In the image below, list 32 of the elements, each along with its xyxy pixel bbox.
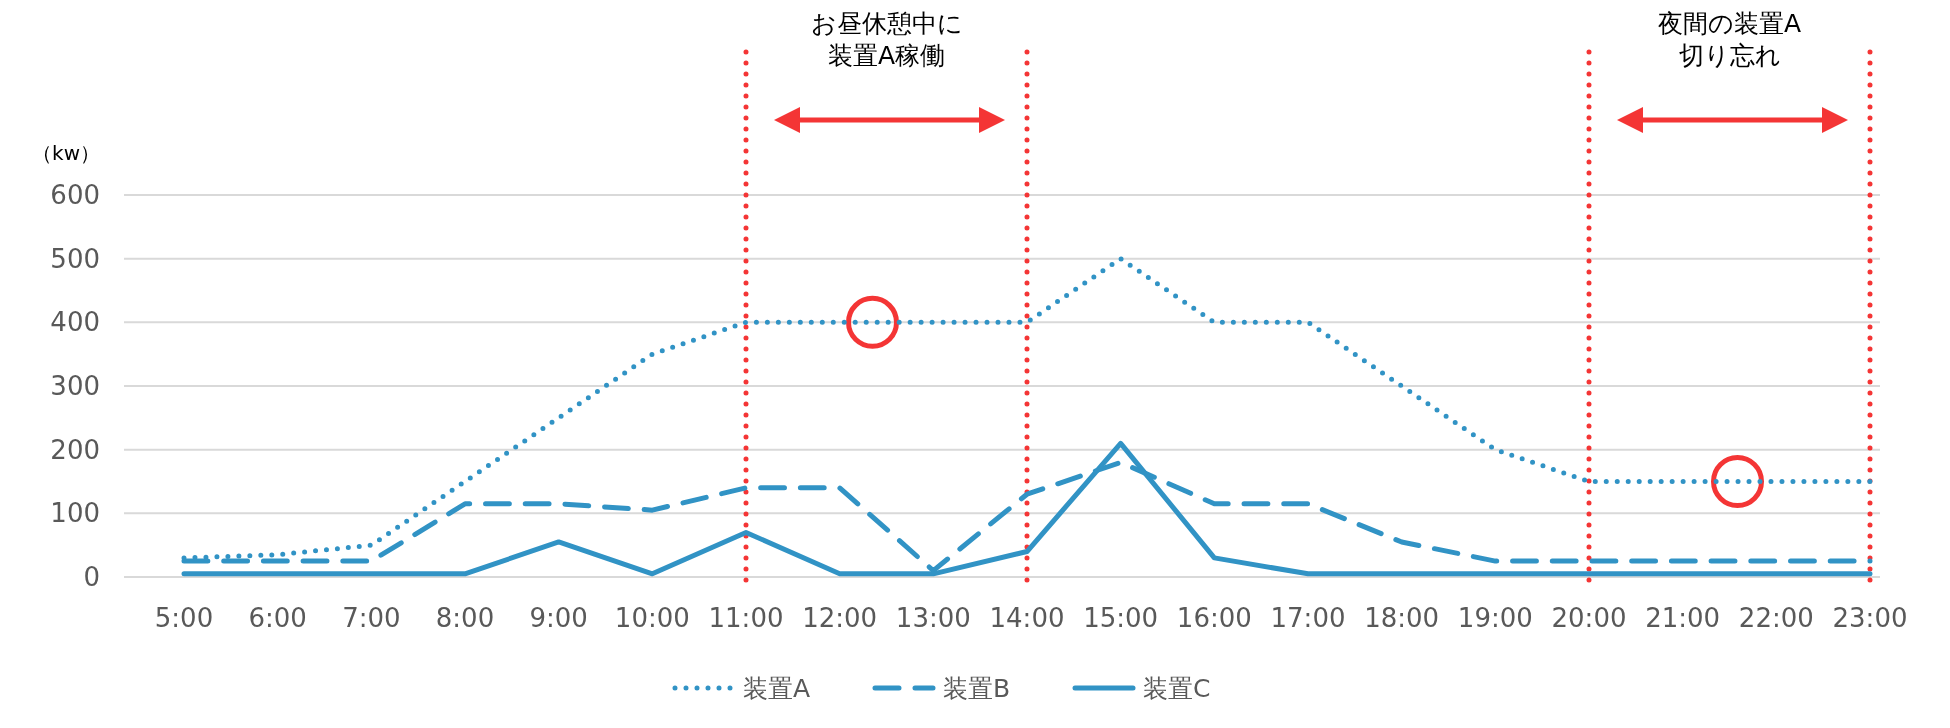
x-tick-label: 12:00 xyxy=(802,603,878,633)
y-tick-label: 200 xyxy=(50,434,100,465)
x-tick-label: 11:00 xyxy=(708,603,784,633)
text: お昼休憩中に装置A稼働 xyxy=(810,9,963,70)
x-tick-label: 21:00 xyxy=(1645,603,1721,633)
x-tick-label: 18:00 xyxy=(1364,603,1440,633)
x-tick-label: 14:00 xyxy=(989,603,1065,633)
legend-label: 装置A xyxy=(743,674,811,703)
y-tick-label: 100 xyxy=(50,498,100,529)
y-tick-label: 400 xyxy=(50,307,100,338)
x-tick-label: 8:00 xyxy=(435,603,495,633)
x-tick-label: 10:00 xyxy=(614,603,690,633)
x-tick-label: 7:00 xyxy=(342,603,401,633)
x-tick-label: 15:00 xyxy=(1083,603,1159,633)
x-tick-label: 9:00 xyxy=(529,603,588,633)
text: 夜間の装置A切り忘れ xyxy=(1657,9,1802,70)
x-tick-label: 19:00 xyxy=(1457,603,1533,633)
x-tick-label: 23:00 xyxy=(1832,603,1908,633)
x-tick-label: 13:00 xyxy=(895,603,971,633)
y-tick-label: 0 xyxy=(83,562,100,592)
x-tick-label: 22:00 xyxy=(1738,603,1814,633)
x-tick-label: 17:00 xyxy=(1270,603,1346,633)
x-tick-label: 20:00 xyxy=(1551,603,1627,633)
legend-label: 装置C xyxy=(1143,674,1211,703)
y-tick-label: 500 xyxy=(50,243,100,274)
y-tick-label: 300 xyxy=(50,371,100,401)
legend-label: 装置B xyxy=(943,674,1011,703)
x-tick-label: 6:00 xyxy=(248,603,307,633)
y-tick-label: 600 xyxy=(50,180,100,210)
y-axis-title: （kw） xyxy=(32,141,100,165)
x-tick-label: 5:00 xyxy=(154,603,214,633)
x-tick-label: 16:00 xyxy=(1176,603,1252,633)
